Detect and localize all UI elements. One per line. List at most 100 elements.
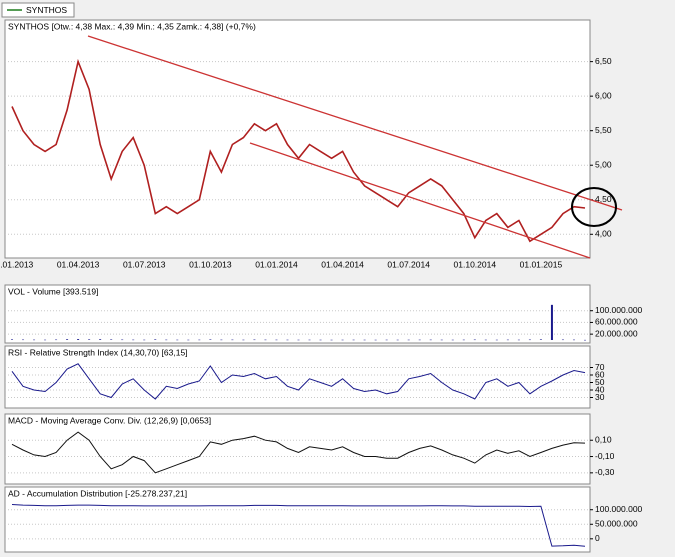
x-tick-label: 01.01.2013 [0,259,34,269]
volume-bar [539,339,542,340]
y-tick-label: 5,00 [595,159,612,169]
volume-bar [11,339,13,340]
volume-bar [231,339,234,341]
volume-bar [352,339,355,341]
series-line [11,504,586,547]
volume-bar [132,339,135,341]
panel-title-bg [6,347,336,358]
volume-bar [66,339,69,340]
volume-bar [308,339,311,341]
volume-bar [297,339,300,341]
volume-bar [187,339,190,341]
legend-label: SYNTHOS [26,5,67,15]
volume-bar [88,339,91,340]
y-tick-label: 50 [595,377,605,387]
x-tick-label: 01.01.2014 [255,259,298,269]
volume-bar [176,339,179,341]
volume-bar [286,339,289,341]
volume-bar [55,339,58,341]
y-tick-label: 4,00 [595,229,612,239]
panel-title: AD - Accumulation Distribution [-25.278.… [8,488,187,498]
y-tick-label: 0 [595,533,600,543]
volume-bar [330,339,333,341]
volume-bar [33,339,36,341]
y-tick-label: 60.000.000 [595,317,638,327]
highlight-circle [571,187,617,227]
volume-bar [407,339,410,341]
volume-bar [110,339,113,340]
x-tick-label: 01.01.2015 [520,259,563,269]
panel-title: MACD - Moving Average Conv. Div. (12,26,… [8,415,211,425]
volume-bar [209,339,212,340]
volume-bar [561,339,564,341]
y-tick-label: -0,10 [595,451,615,461]
volume-bar [319,339,322,341]
volume-bar [550,304,553,340]
volume-bar [165,339,168,341]
x-tick-label: 01.07.2013 [123,259,166,269]
panel-title: SYNTHOS [Otw.: 4,38 Max.: 4,39 Min.: 4,3… [8,21,256,31]
y-tick-label: 100.000.000 [595,305,643,315]
volume-bar [253,339,256,341]
series-line [11,58,586,243]
volume-bar [220,339,223,341]
volume-bar [506,339,509,341]
volume-bar [385,339,388,341]
x-tick-label: 01.07.2014 [387,259,430,269]
x-tick-label: 01.10.2013 [189,259,232,269]
y-tick-label: -0,30 [595,467,615,477]
y-tick-label: 20.000.000 [595,328,638,338]
panel-title-bg [6,415,336,426]
y-tick-label: 0,10 [595,434,612,444]
y-tick-label: 4,50 [595,194,612,204]
volume-bar [572,339,575,341]
trend-line [249,142,591,259]
volume-bar [429,339,432,341]
volume-bar [528,339,531,341]
volume-bar [451,339,454,341]
volume-bar [363,339,366,341]
volume-bar [495,339,498,341]
panel [4,19,591,259]
volume-bar [484,339,487,341]
x-tick-label: 01.04.2014 [321,259,364,269]
volume-bar [198,339,201,341]
legend-tab[interactable] [1,2,75,18]
trend-line [87,35,623,211]
y-tick-label: 60 [595,369,605,379]
panels: 4,00 4,50 5,00 5,50 6,00 6,50 SYNTHOS [Otw.: 4… [0,19,643,553]
x-tick-label: 01.04.2013 [57,259,100,269]
volume-bar [396,339,399,341]
volume-bar [264,339,267,341]
volume-bar [473,339,476,341]
y-tick-label: 6,00 [595,90,612,100]
volume-bar [121,339,124,341]
y-tick-label: 70 [595,362,605,372]
volume-bar [584,339,586,341]
series-line [11,431,586,474]
volume-bar [374,339,377,341]
y-tick-label: 100.000.000 [595,504,643,514]
y-tick-label: 6,50 [595,56,612,66]
panel-title: VOL - Volume [393.519] [8,286,98,296]
volume-bar [242,339,245,341]
volume-bar [154,339,157,340]
volume-bar [418,339,421,341]
volume-bar [440,339,443,341]
x-tick-label: 01.10.2014 [454,259,497,269]
y-tick-label: 5,50 [595,125,612,135]
volume-bar [22,339,25,341]
panel-title: RSI - Relative Strength Index (14,30,70)… [8,347,188,357]
volume-bar [99,339,102,340]
series-line [11,363,586,400]
volume-bar [44,339,47,341]
volume-bar [275,339,278,341]
y-tick-label: 50.000.000 [595,519,638,529]
panel-title-bg [6,488,336,499]
volume-bar [462,339,465,341]
volume-bar [517,339,520,341]
volume-bar [143,339,146,341]
panel-title-bg [6,21,336,32]
y-tick-label: 40 [595,384,605,394]
